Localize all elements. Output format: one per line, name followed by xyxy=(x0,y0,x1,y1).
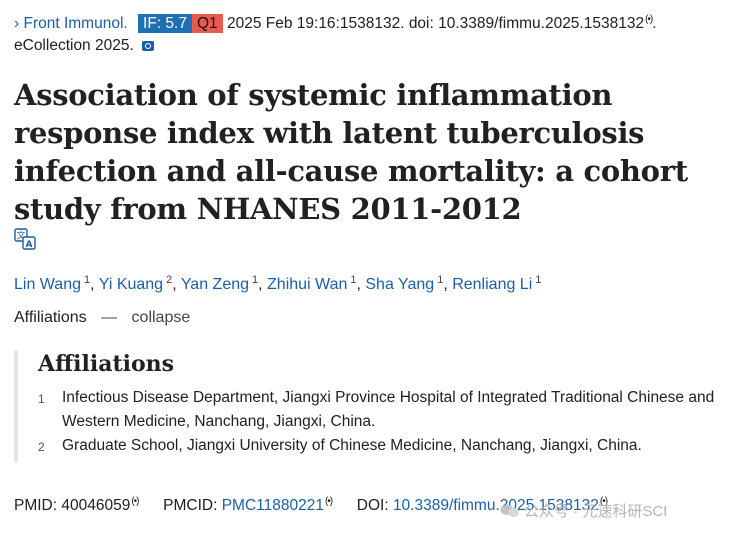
author-link[interactable]: Lin Wang xyxy=(14,276,81,294)
signal-icon: (•) xyxy=(131,496,139,507)
doi-label: DOI: xyxy=(356,497,393,515)
author-separator: , xyxy=(356,276,366,294)
author-separator: , xyxy=(258,276,268,294)
watermark-text: 公众号 · 元速科研SCI xyxy=(524,503,668,520)
journal-link[interactable]: Front Immunol. xyxy=(23,15,128,33)
author-affiliation-ref[interactable]: 1 xyxy=(84,274,91,286)
quartile-badge: Q1 xyxy=(191,14,223,34)
affiliation-item: 2 Graduate School, Jiangxi University of… xyxy=(38,434,738,459)
author-separator: , xyxy=(90,276,99,294)
author-separator: , xyxy=(172,276,181,294)
article-title: Association of systemic inflammation res… xyxy=(14,78,688,226)
affiliations-panel: Affiliations 1 Infectious Disease Depart… xyxy=(14,350,738,462)
affiliations-toggle[interactable]: Affiliations — collapse xyxy=(14,306,190,330)
affiliations-toggle-label: Affiliations xyxy=(14,309,87,326)
author-affiliation-ref[interactable]: 1 xyxy=(350,274,357,286)
affiliation-number: 1 xyxy=(38,392,45,406)
collapse-button[interactable]: collapse xyxy=(131,309,191,326)
signal-icon: (•) xyxy=(645,14,653,25)
author: Renliang Li 1 xyxy=(452,274,542,294)
impact-factor-badge: IF: 5.7 xyxy=(138,14,192,34)
pmid-value: 40046059 xyxy=(61,497,131,515)
author: Lin Wang 1, xyxy=(14,274,99,294)
identifiers-line: PMID: 40046059(•) PMCID: PMC11880221(•) … xyxy=(14,490,608,518)
translate-icon[interactable]: 文 A xyxy=(14,228,36,250)
collapse-dash: — xyxy=(101,309,118,326)
author-affiliation-ref[interactable]: 1 xyxy=(252,274,259,286)
author-list: Lin Wang 1, Yi Kuang 2, Yan Zeng 1, Zhihui … xyxy=(14,268,541,297)
author-link[interactable]: Yi Kuang xyxy=(98,276,164,294)
ecollection-line: eCollection 2025. xyxy=(14,34,155,58)
author: Zhihui Wan 1, xyxy=(267,274,366,294)
wechat-icon xyxy=(500,505,519,517)
affiliation-text: Graduate School, Jiangxi University of C… xyxy=(62,437,642,454)
author-link[interactable]: Renliang Li xyxy=(452,276,533,294)
pmid-label: PMID: xyxy=(14,497,62,515)
author-link[interactable]: Sha Yang xyxy=(365,276,435,294)
author: Yan Zeng 1, xyxy=(180,274,268,294)
affiliations-list: 1 Infectious Disease Department, Jiangxi… xyxy=(38,386,738,459)
author-separator: , xyxy=(443,276,453,294)
author-link[interactable]: Zhihui Wan xyxy=(267,276,348,294)
chevron-right-icon[interactable]: › xyxy=(14,15,20,33)
citation-line: › Front Immunol. IF: 5.7 Q1 2025 Feb 19:1… xyxy=(14,8,657,36)
author-affiliation-ref[interactable]: 1 xyxy=(535,274,542,286)
author-affiliation-ref[interactable]: 2 xyxy=(166,274,173,286)
svg-text:文: 文 xyxy=(16,230,25,242)
author-link[interactable]: Yan Zeng xyxy=(180,276,250,294)
affiliation-item: 1 Infectious Disease Department, Jiangxi… xyxy=(38,386,738,434)
signal-icon: (•) xyxy=(599,496,608,507)
doi-link[interactable]: 10.3389/fimmu.2025.1538132 xyxy=(392,497,599,515)
affiliation-number: 2 xyxy=(38,440,45,454)
watermark: 公众号 · 元速科研SCI xyxy=(500,500,667,521)
svg-text:A: A xyxy=(26,240,33,250)
signal-icon: (•) xyxy=(324,496,333,507)
camera-icon[interactable] xyxy=(142,41,155,51)
pmcid-label: PMCID: xyxy=(163,497,222,515)
author-affiliation-ref[interactable]: 1 xyxy=(437,274,444,286)
affiliation-text: Infectious Disease Department, Jiangxi P… xyxy=(62,389,715,430)
affiliations-heading: Affiliations xyxy=(38,351,175,377)
author: Yi Kuang 2, xyxy=(98,274,181,294)
citation-date-doi: 2025 Feb 19:16:1538132. doi: 10.3389/fim… xyxy=(222,15,645,33)
ecollection-text: eCollection 2025. xyxy=(14,37,134,54)
author: Sha Yang 1, xyxy=(365,274,453,294)
citation-period: . xyxy=(652,15,657,33)
pmcid-link[interactable]: PMC11880221 xyxy=(221,497,324,515)
